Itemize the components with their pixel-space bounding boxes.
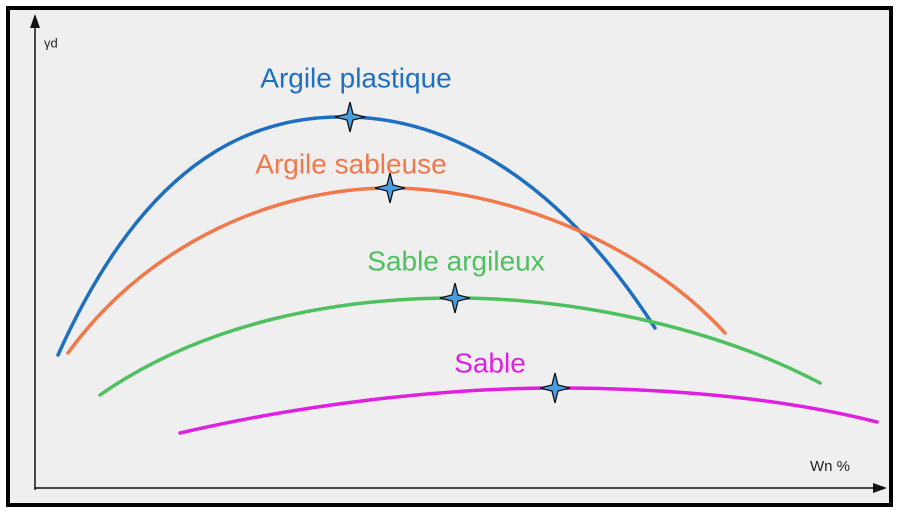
frame xyxy=(6,6,893,507)
x-axis-label: Wn % xyxy=(810,458,850,475)
optimum-markers xyxy=(334,101,571,404)
optimum-star xyxy=(374,172,406,204)
optimum-star xyxy=(334,101,366,133)
optimum-star xyxy=(439,282,471,314)
y-axis-label: γd xyxy=(44,35,58,50)
curve-label: Argile plastique xyxy=(260,62,451,93)
curve-label: Sable xyxy=(454,347,526,378)
curve-label: Sable argileux xyxy=(367,245,544,276)
y-axis-arrow xyxy=(30,14,40,28)
optimum-star xyxy=(539,372,571,404)
curve-label: Argile sableuse xyxy=(255,148,446,179)
x-axis-arrow xyxy=(873,483,887,493)
